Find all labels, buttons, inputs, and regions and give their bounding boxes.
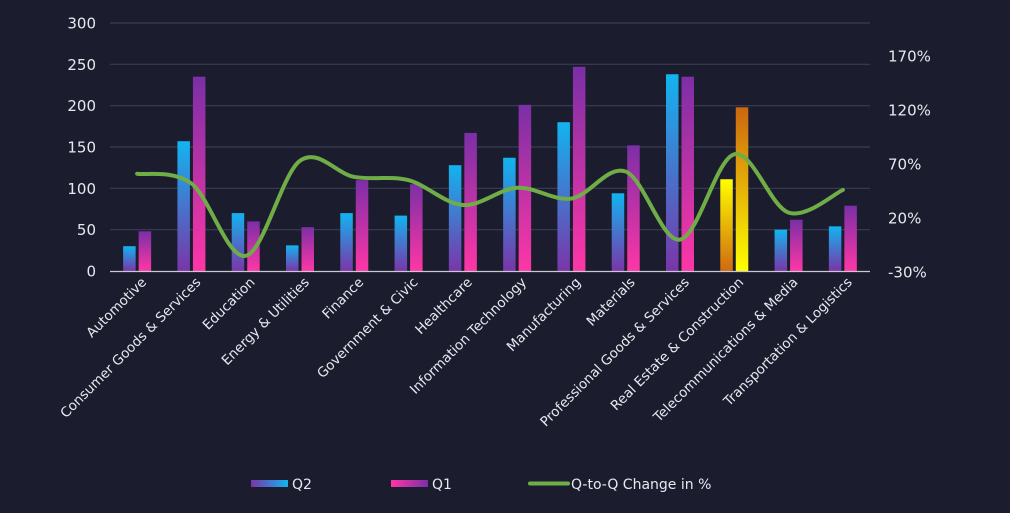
y2-tick-label: 120% [888,102,931,120]
legend-label-change: Q-to-Q Change in % [571,477,711,493]
bar-q1[interactable] [301,227,315,271]
bar-q1[interactable] [572,66,586,272]
y-tick-label: 300 [67,15,96,33]
bar-q2[interactable] [286,245,299,271]
bar-q1[interactable] [410,184,423,271]
x-tick-label: Finance [319,275,367,323]
legend-label-q1: Q1 [432,477,452,493]
right-axis: -30% 20% 70% 120% 170% [888,48,931,282]
bar-q2[interactable] [394,215,408,271]
bar-q2[interactable] [557,122,570,271]
y2-tick-label: 70% [888,156,921,174]
legend-item-change[interactable]: Q-to-Q Change in % [528,477,711,493]
bar-q2[interactable] [611,193,625,271]
y2-tick-label: 170% [888,48,931,66]
y-tick-label: 250 [67,56,96,74]
bar-q2[interactable] [123,246,136,271]
bar-q2[interactable] [666,74,679,272]
bar-q2[interactable] [720,179,733,271]
bar-q2[interactable] [340,213,353,271]
bar-q1[interactable] [138,231,152,271]
y-tick-label: 150 [67,139,96,157]
x-tick-label: Education [200,275,259,334]
bar-q2[interactable] [503,157,516,271]
bar-q1[interactable] [790,219,803,271]
bar-q2[interactable] [448,165,462,271]
bar-q1[interactable] [681,76,695,271]
y-tick-label: 0 [86,263,96,281]
legend-item-q2[interactable]: Q2 [251,477,312,493]
change-line-path[interactable] [135,152,845,258]
legend-item-q1[interactable]: Q1 [391,477,452,493]
y2-tick-label: -30% [888,264,927,282]
legend: Q2 Q1 Q-to-Q Change in % [251,477,711,493]
bar-q1[interactable] [247,221,260,271]
bar-q1[interactable] [192,76,206,271]
bar-q1[interactable] [355,180,369,271]
legend-swatch-q2 [251,480,288,487]
y-tick-label: 200 [67,97,96,115]
bar-q1[interactable] [844,205,857,271]
x-tick-label: Materials [583,275,638,330]
change-line [135,152,845,258]
x-tick-label: Government & Civic [314,275,421,382]
bar-q1[interactable] [735,107,749,271]
bar-q2[interactable] [231,213,245,271]
bars [123,66,857,272]
y-tick-label: 50 [77,221,96,239]
bar-q2[interactable] [828,226,842,271]
bar-q2[interactable] [177,141,190,271]
bar-q1[interactable] [464,132,477,271]
y-tick-label: 100 [67,180,96,198]
bar-q1[interactable] [627,145,640,271]
legend-swatch-q1 [391,480,428,487]
left-axis: 0 50 100 150 200 250 300 [67,15,96,281]
legend-label-q2: Q2 [292,477,312,493]
bar-q2[interactable] [774,229,788,271]
y2-tick-label: 20% [888,210,921,228]
